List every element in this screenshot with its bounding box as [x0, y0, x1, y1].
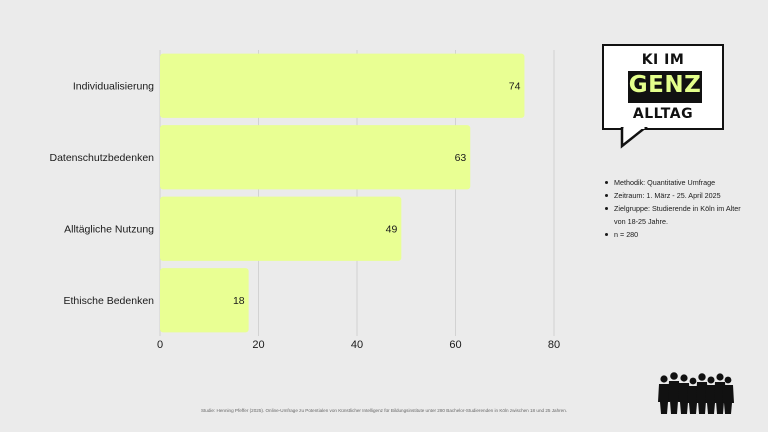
category-label: Alltägliche Nutzung	[64, 224, 154, 236]
data-label: 18	[233, 295, 245, 307]
x-tick-label: 20	[252, 339, 264, 351]
bar	[160, 268, 249, 333]
data-label: 63	[455, 152, 467, 164]
logo-bottom-text: ALLTAG	[632, 106, 694, 122]
bar	[160, 196, 402, 261]
category-label: Datenschutzbedenken	[50, 152, 155, 164]
note-item: Methodik: Quantitative Umfrage	[604, 176, 754, 189]
category-label: Individualisierung	[73, 81, 154, 93]
note-item: n = 280	[604, 228, 754, 241]
x-tick-label: 80	[548, 339, 560, 351]
logo: KI IM GENZ ALLTAG	[602, 44, 724, 130]
logo-top-text: KI IM	[641, 52, 685, 68]
crowd-silhouette-icon	[658, 372, 734, 414]
x-tick-label: 40	[351, 339, 363, 351]
methodology-notes: Methodik: Quantitative Umfrage Zeitraum:…	[604, 176, 754, 241]
source-citation: Studie: Henning Pfeffer (2025). Online-U…	[200, 408, 568, 413]
x-tick-label: 0	[157, 339, 163, 351]
x-tick-label: 60	[449, 339, 461, 351]
data-label: 49	[386, 224, 398, 236]
note-item: Zielgruppe: Studierende in Köln im Alter…	[604, 202, 754, 228]
category-label: Ethische Bedenken	[64, 295, 155, 307]
bar-chart: Individualisierung 74 Datenschutzbedenken 6…	[50, 50, 560, 351]
data-label: 74	[509, 81, 521, 93]
bar	[160, 53, 525, 118]
note-item: Zeitraum: 1. März - 25. April 2025	[604, 189, 754, 202]
bar	[160, 125, 471, 190]
speech-bubble-icon	[620, 127, 649, 149]
logo-highlight-box: GENZ	[628, 71, 702, 103]
logo-middle-text: GENZ	[628, 72, 702, 98]
